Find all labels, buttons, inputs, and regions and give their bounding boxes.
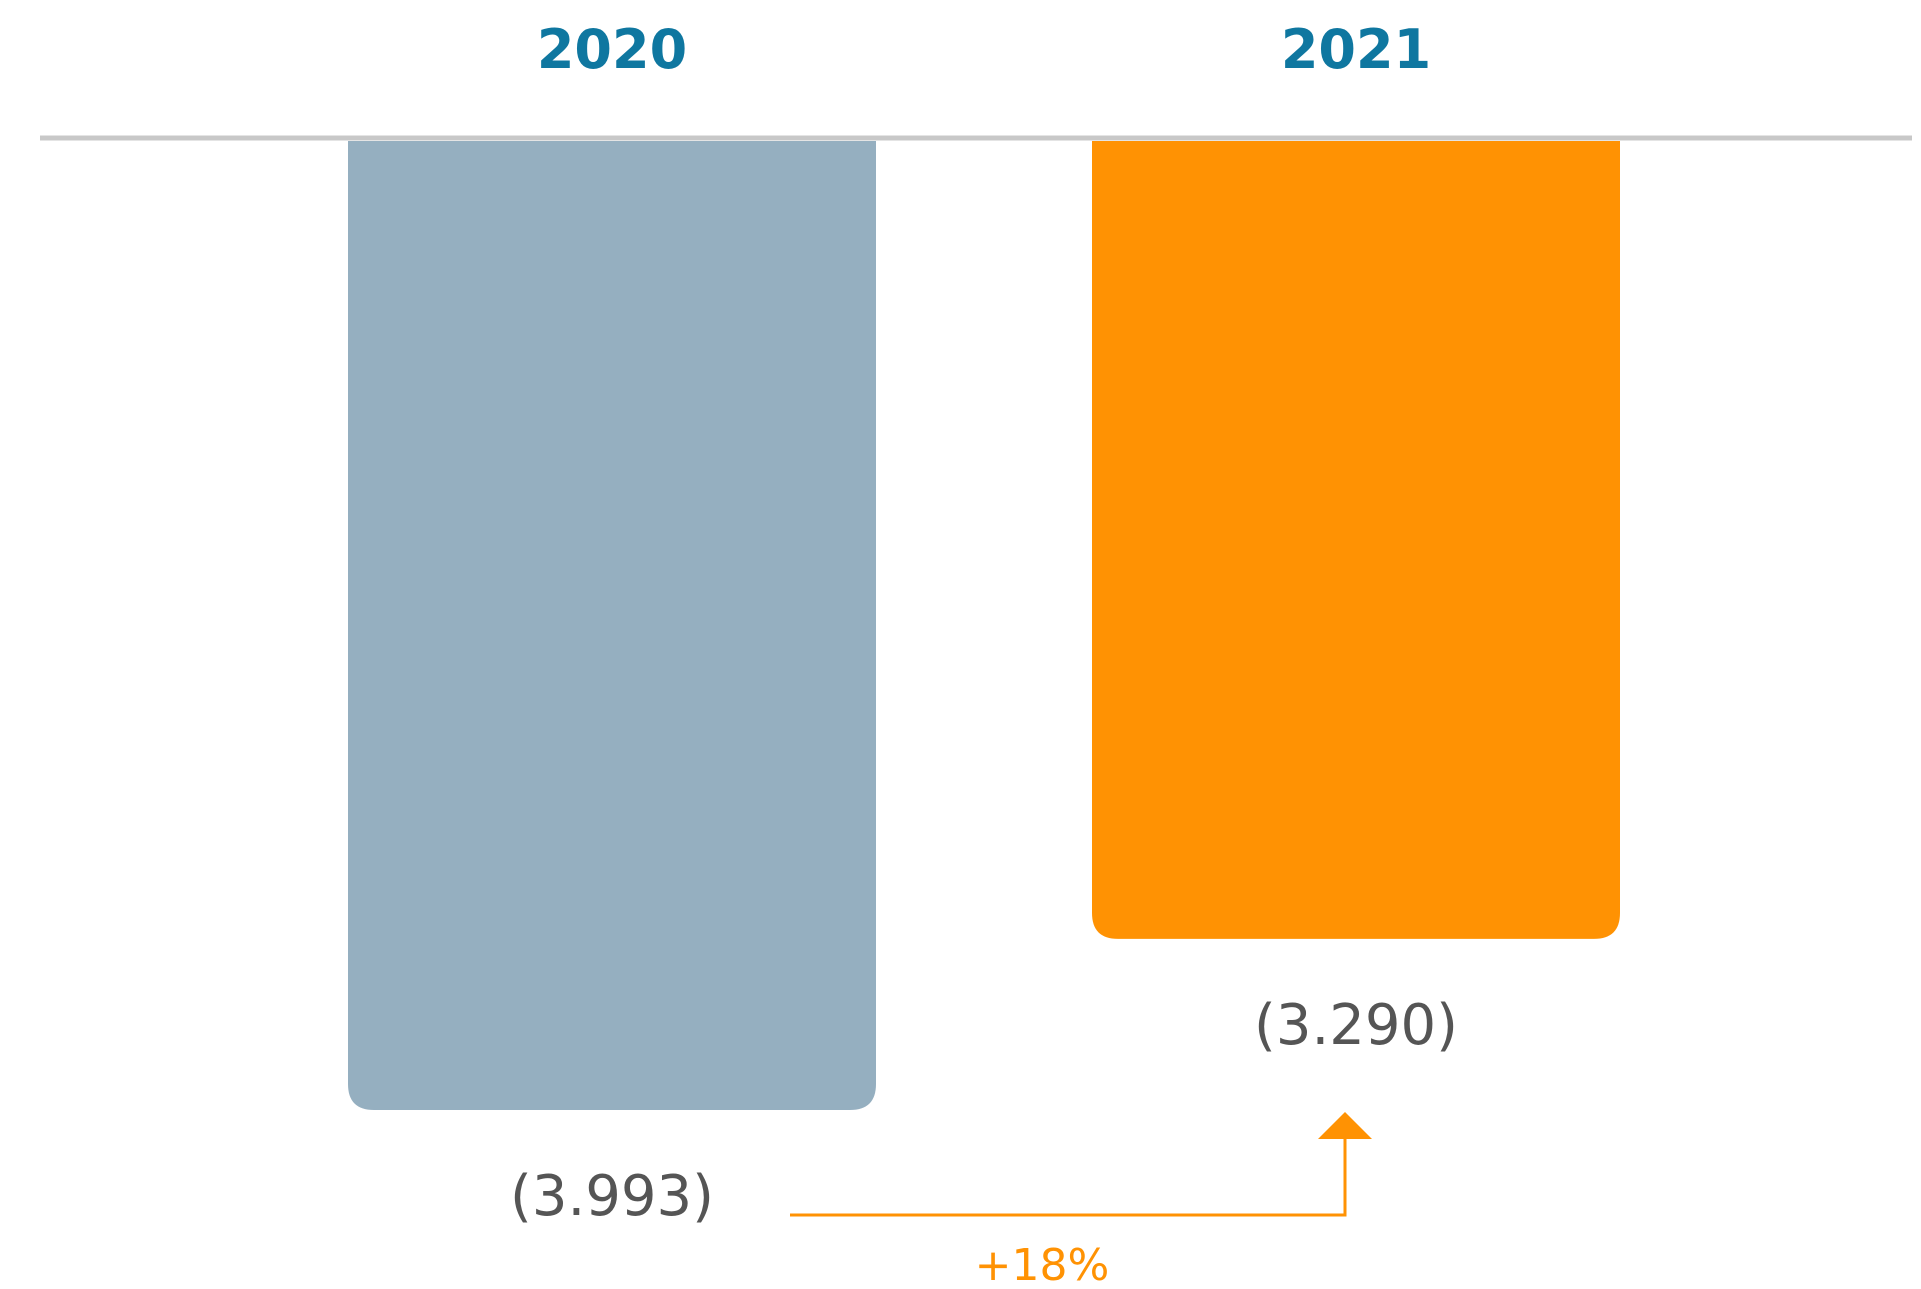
change-percent-label: +18%	[975, 1240, 1110, 1289]
labels-layer: 2020 (3.993) 2021 (3.290)	[510, 18, 1458, 1229]
value-label-2021: (3.290)	[1254, 993, 1458, 1058]
bars-layer	[348, 141, 1620, 1110]
value-label-2020: (3.993)	[510, 1164, 714, 1229]
bar-2020	[348, 141, 876, 1110]
category-label-2021: 2021	[1281, 18, 1431, 81]
category-label-2020: 2020	[537, 18, 687, 81]
bar-2021	[1092, 141, 1620, 939]
change-connector-line	[790, 1139, 1347, 1217]
arrow-up-icon	[1318, 1112, 1372, 1139]
change-indicator: +18%	[790, 1112, 1372, 1289]
